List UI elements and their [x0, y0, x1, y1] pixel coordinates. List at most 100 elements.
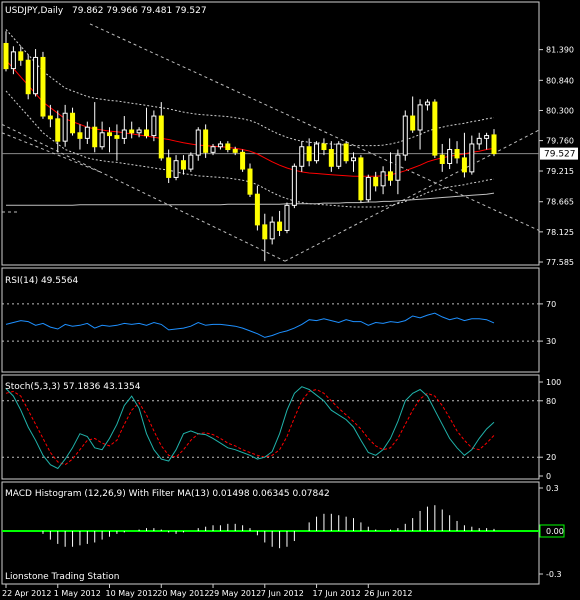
- x-axis: 22 Apr 2012 1 May 2012 10 May 2012 20 May 2…: [2, 584, 412, 598]
- candle: [203, 124, 209, 158]
- candle: [410, 96, 416, 133]
- candle-body-bull: [84, 126, 90, 139]
- candle: [210, 143, 216, 156]
- candle-body-bull: [99, 132, 105, 148]
- candle-body-bear: [454, 149, 460, 159]
- candle-body-bull: [476, 137, 482, 145]
- price-ohlc-readout: 79.862 79.966 79.481 79.527: [72, 6, 207, 16]
- x-tick-label: 1 May 2012: [54, 589, 101, 598]
- candle: [365, 174, 371, 203]
- candle: [158, 102, 164, 161]
- candle-body-bear: [143, 129, 149, 137]
- candle: [299, 141, 305, 172]
- candle-body-bull: [365, 176, 371, 201]
- x-tick-label: 17 Jun 2012: [313, 589, 361, 598]
- candle: [47, 104, 53, 128]
- stoch-main-line: [5, 386, 495, 470]
- candle-body-bull: [217, 143, 223, 148]
- candle-body-bull: [210, 146, 216, 153]
- rsi-panel-frame: [1, 267, 540, 373]
- price-tick-label: 77.585: [546, 258, 574, 267]
- candle: [351, 152, 357, 172]
- current-price-tag: 79.527: [544, 150, 576, 160]
- candle-body-bear: [40, 56, 46, 117]
- candle-body-bull: [402, 115, 408, 156]
- candle-body-bear: [114, 135, 120, 139]
- candle-body-bear: [491, 134, 497, 155]
- candle: [439, 143, 445, 172]
- channel-line-upper: [89, 23, 540, 231]
- stoch-tick-label: 80: [546, 397, 556, 406]
- candle-body-bull: [151, 115, 157, 137]
- watermark: Lionstone Trading Station: [5, 572, 119, 582]
- candle-body-bear: [343, 143, 349, 162]
- envelope-upper: [5, 29, 495, 147]
- candle: [10, 46, 16, 75]
- x-tick-label: 20 May 2012: [157, 589, 209, 598]
- candle: [166, 149, 172, 184]
- candle-body-bear: [18, 51, 24, 61]
- candle: [336, 141, 342, 170]
- candle-body-bull: [136, 129, 142, 134]
- candle-body-bear: [328, 149, 334, 167]
- price-tick-label: 81.390: [546, 46, 574, 55]
- candle: [114, 124, 120, 161]
- macd-tick-label: -0.3: [546, 570, 562, 579]
- candle: [424, 99, 430, 111]
- candle: [476, 132, 482, 150]
- candle-body-bear: [47, 115, 53, 120]
- stoch-panel-frame: [1, 374, 540, 480]
- candle: [314, 141, 320, 164]
- candle-body-bear: [254, 193, 260, 226]
- candle: [284, 202, 290, 234]
- stoch-signal-line: [5, 388, 495, 466]
- stoch-tick-label: 0: [546, 472, 551, 481]
- candle: [77, 124, 83, 150]
- candle-body-bull: [284, 204, 290, 231]
- candle-body-bear: [277, 221, 283, 231]
- candle: [92, 102, 98, 153]
- candle-body-bear: [461, 157, 467, 173]
- stoch-panel-title: Stoch(5,3,3) 57.1836 43.1354: [5, 382, 141, 392]
- candle-body-bull: [447, 149, 453, 164]
- candle-body-bear: [25, 59, 31, 95]
- candle: [99, 121, 105, 150]
- candle-body-bear: [70, 112, 76, 134]
- candle: [432, 99, 438, 158]
- candle: [321, 138, 327, 156]
- candle-body-bull: [469, 143, 475, 173]
- candle: [217, 141, 223, 150]
- candle: [180, 155, 186, 175]
- candle: [40, 51, 46, 119]
- candle-body-bear: [77, 132, 83, 139]
- candle-body-bear: [240, 151, 246, 170]
- candle-body-bull: [336, 143, 342, 167]
- candle: [173, 155, 179, 181]
- candle-body-bear: [55, 118, 61, 142]
- candle: [277, 210, 283, 237]
- candle-body-bear: [225, 143, 231, 151]
- price-y-axis: 81.390 80.840 80.300 79.760 79.527 79.215 78.6…: [539, 46, 578, 267]
- candle: [461, 132, 467, 178]
- candle-body-bear: [129, 129, 135, 134]
- candle-body-bear: [3, 42, 9, 70]
- candle: [380, 166, 386, 195]
- candle: [3, 31, 9, 72]
- candle: [195, 127, 201, 161]
- candle: [151, 110, 157, 142]
- candle-body-bull: [10, 51, 16, 70]
- candle: [291, 163, 297, 209]
- macd-zero-tag-bg: [539, 524, 565, 538]
- candle: [387, 152, 393, 186]
- candle-body-bear: [262, 224, 268, 240]
- price-tick-label: 78.125: [546, 228, 574, 237]
- candle-body-bear: [321, 143, 327, 151]
- candle: [225, 141, 231, 153]
- candle-body-bull: [33, 56, 39, 95]
- rsi-panel: [2, 303, 539, 342]
- candle: [484, 132, 490, 150]
- candle: [262, 213, 268, 262]
- candle: [129, 121, 135, 139]
- candle-body-bear: [387, 171, 393, 181]
